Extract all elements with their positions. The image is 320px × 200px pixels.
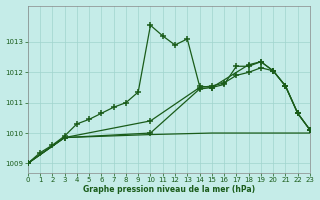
X-axis label: Graphe pression niveau de la mer (hPa): Graphe pression niveau de la mer (hPa) [83, 185, 255, 194]
